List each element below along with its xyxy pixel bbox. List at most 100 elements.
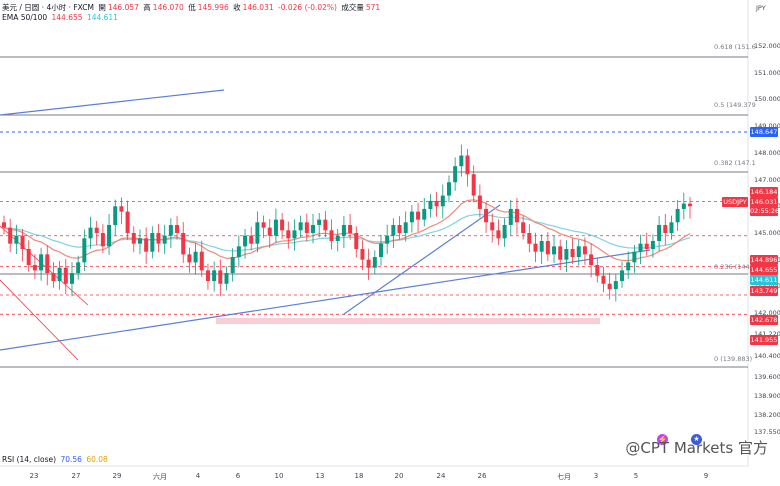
candle-body xyxy=(490,222,495,231)
candle-body xyxy=(688,203,692,207)
ema-lines xyxy=(3,199,691,262)
time-axis-label: 6 xyxy=(235,472,241,480)
candle-body xyxy=(360,249,365,260)
time-axis-label: 23 xyxy=(29,472,39,480)
time-axis-label: 29 xyxy=(112,472,122,480)
candle-body xyxy=(453,166,458,183)
candle-body xyxy=(620,270,625,282)
candle-body xyxy=(341,224,346,236)
time-axis-label: 3 xyxy=(593,472,599,480)
candle-body xyxy=(354,232,359,250)
candle-body xyxy=(465,155,470,175)
ema-legend[interactable]: EMA 50/100 144.655 144.611 xyxy=(2,13,120,22)
candle-body xyxy=(570,249,575,258)
candle-body xyxy=(187,254,192,263)
open-value: 146.057 xyxy=(107,3,139,12)
candle-body xyxy=(212,270,217,282)
candle-body xyxy=(26,249,31,266)
candle-body xyxy=(539,241,544,252)
candle-body xyxy=(249,235,254,244)
candle-body xyxy=(51,273,56,282)
us-flag-icon[interactable]: ★ xyxy=(691,434,702,445)
candle-body xyxy=(607,283,612,290)
candle-body xyxy=(632,251,637,263)
low-value: 145.996 xyxy=(197,3,229,12)
candle-body xyxy=(243,235,248,247)
candle-body xyxy=(181,232,186,255)
candle-body xyxy=(564,249,569,260)
candle-body xyxy=(273,219,278,236)
candle-body xyxy=(32,265,37,271)
candle-body xyxy=(558,246,563,260)
candle-body xyxy=(82,238,87,263)
candle-body xyxy=(335,235,340,242)
time-axis-label: 27 xyxy=(71,472,81,480)
fib-label-0618: 0.618 (151.6 xyxy=(714,43,756,51)
candle-body xyxy=(150,232,155,252)
price-axis-label: 147.000 xyxy=(754,175,780,184)
price-tag-red5: 141.955 xyxy=(750,335,778,345)
candle-body xyxy=(446,182,451,196)
price-tag-blue: 148.647 xyxy=(750,127,778,137)
candle-body xyxy=(471,174,476,196)
price-tag-current: 146.031 xyxy=(750,197,778,207)
lightning-icon[interactable]: ⚡ xyxy=(657,434,668,445)
ema-label: EMA 50/100 xyxy=(2,13,48,22)
candle-body xyxy=(286,230,291,239)
fib-label-0382: 0.382 (147.1 xyxy=(714,159,756,167)
price-axis-label: 138.900 xyxy=(754,391,780,400)
volume-value: 571 xyxy=(365,3,381,12)
candle-body xyxy=(311,224,316,233)
candle-body xyxy=(175,224,180,233)
candle-body xyxy=(94,227,99,233)
rsi-legend[interactable]: RSI (14, close) 70.56 60.08 xyxy=(2,455,110,464)
candle-body xyxy=(63,267,68,284)
candle-body xyxy=(230,257,235,274)
candle-body xyxy=(57,267,62,282)
candle-body xyxy=(255,222,260,244)
symbol-header: 美元 / 日圆 · 4小时 · FXCM 開 146.057 高 146.070 低… xyxy=(2,3,381,12)
price-axis-label: 140.400 xyxy=(754,351,780,360)
candle-body xyxy=(508,208,513,225)
candle-body xyxy=(199,251,204,271)
fib-label-0: 0 (139.883) xyxy=(714,355,753,363)
candle-body xyxy=(218,270,223,284)
candle-body xyxy=(681,203,686,209)
candle-body xyxy=(76,262,81,274)
candle-body xyxy=(391,224,396,236)
candle-body xyxy=(385,235,390,244)
trend-line-mid xyxy=(343,204,501,315)
rsi-ma-value: 60.08 xyxy=(86,455,108,464)
candle-body xyxy=(8,227,13,244)
candle-body xyxy=(113,206,118,225)
candle-body xyxy=(144,238,149,252)
candle-body xyxy=(267,227,272,236)
candle-body xyxy=(514,208,519,223)
channel-line xyxy=(0,279,79,361)
candle-body xyxy=(409,211,414,223)
symbol-name[interactable]: 美元 / 日圆 · 4小时 · FXCM xyxy=(2,3,94,12)
price-axis-label: 137.550 xyxy=(754,428,780,436)
rsi-value: 70.56 xyxy=(60,455,82,464)
candle-body xyxy=(317,219,322,225)
price-axis-label: 145.000 xyxy=(754,228,780,237)
ema100-value: 144.611 xyxy=(86,13,118,22)
candle-body xyxy=(125,211,130,233)
candle-body xyxy=(576,246,581,258)
fib-label-05: 0.5 (149.379 xyxy=(714,101,756,109)
fibonacci-levels xyxy=(0,56,748,368)
candle-body xyxy=(638,243,643,252)
candle-body xyxy=(69,273,74,284)
candle-body xyxy=(527,232,532,244)
candle-body xyxy=(502,224,507,239)
candle-body xyxy=(100,232,105,247)
change-value: -0.026 (-0.02%) xyxy=(278,3,337,12)
time-axis-label: 4 xyxy=(195,472,201,480)
time-axis-label: 26 xyxy=(477,472,487,480)
rsi-label: RSI (14, close) xyxy=(2,455,57,464)
price-axis-label: 139.600 xyxy=(754,373,780,382)
candle-body xyxy=(422,208,427,220)
candle-body xyxy=(663,224,668,233)
candle-body xyxy=(552,246,557,255)
